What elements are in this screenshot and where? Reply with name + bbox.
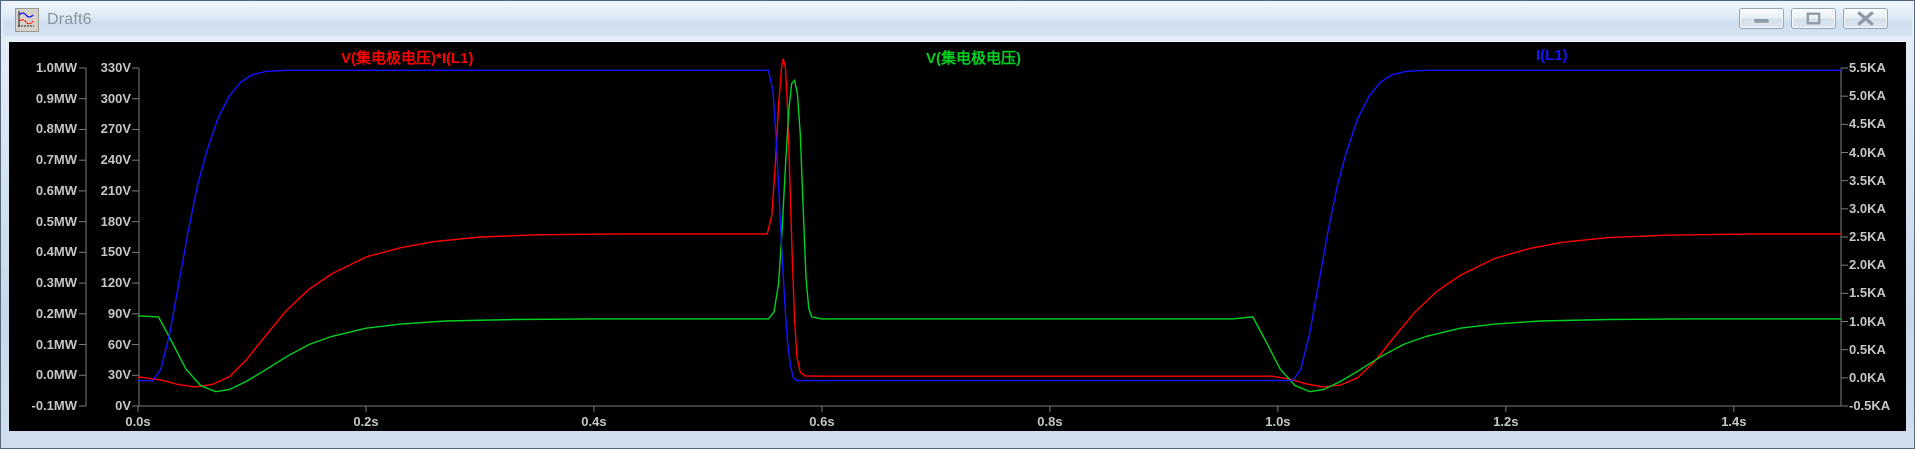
legend-voltage-trace[interactable]: V(集电极电压) — [926, 50, 1021, 67]
time-axis-label: 0.4s — [581, 414, 607, 429]
voltage-axis-label: 90V — [107, 305, 131, 321]
current-axis-label: 5.5KA — [1849, 60, 1886, 75]
power-axis-label: 0.3MW — [35, 275, 77, 291]
current-axis-label: 3.0KA — [1849, 200, 1886, 216]
voltage-axis-label: 150V — [100, 244, 131, 260]
power-axis-label: 0.8MW — [35, 121, 77, 137]
voltage-axis-label: 300V — [100, 90, 131, 106]
current-axis-label: 2.5KA — [1849, 229, 1886, 244]
title-bar[interactable]: Draft6 — [3, 3, 1912, 36]
power-axis-label: 0.5MW — [35, 213, 77, 229]
waveform-pane[interactable]: V(集电极电压)*I(L1) V(集电极电压) I(L1) 1.0MW 330V 0… — [9, 41, 1906, 431]
time-axis-label: 0.0s — [125, 414, 151, 429]
voltage-axis-label: 240V — [100, 152, 131, 168]
current-axis-label: 4.5KA — [1849, 116, 1886, 132]
current-axis-label: 4.0KA — [1849, 144, 1886, 160]
trace-voltage — [137, 78, 1841, 393]
current-axis-label: 3.5KA — [1849, 172, 1886, 188]
legend-current-trace[interactable]: I(L1) — [1536, 47, 1568, 64]
maximize-button[interactable] — [1791, 8, 1836, 29]
voltage-axis-label: 120V — [100, 275, 131, 291]
power-axis-label: 0.2MW — [35, 305, 77, 321]
voltage-axis-label: 270V — [100, 121, 131, 137]
power-axis-label: 0.7MW — [35, 152, 77, 168]
current-axis-label: 1.5KA — [1849, 285, 1886, 301]
voltage-axis-label: 30V — [107, 367, 131, 383]
time-axis-label: 1.4s — [1721, 414, 1747, 429]
voltage-axis-label: 60V — [107, 336, 131, 352]
trace-power — [137, 58, 1841, 388]
power-axis-label: 0.4MW — [35, 244, 77, 260]
current-axis-label: 0.0KA — [1849, 369, 1886, 385]
minimize-button[interactable] — [1739, 8, 1784, 29]
time-axis-label: 1.0s — [1265, 414, 1291, 429]
minimize-icon — [1754, 18, 1769, 23]
plot-svg — [79, 58, 1848, 412]
current-axis-label: 0.5KA — [1849, 341, 1886, 357]
waveform-plot-icon[interactable] — [15, 7, 39, 32]
voltage-axis-label: 330V — [100, 60, 131, 75]
trace-current — [138, 69, 1841, 382]
current-axis-label: 5.0KA — [1849, 88, 1886, 104]
power-axis-label: 1.0MW — [35, 60, 77, 75]
voltage-axis-label: 210V — [100, 182, 131, 198]
power-axis-label: 0.9MW — [35, 90, 77, 106]
close-icon — [1857, 11, 1874, 26]
voltage-axis-label: 0V — [115, 398, 131, 413]
window-title: Draft6 — [47, 10, 92, 28]
legend-power-trace[interactable]: V(集电极电压)*I(L1) — [341, 50, 474, 67]
close-button[interactable] — [1843, 8, 1888, 29]
power-axis-label: 0.6MW — [35, 182, 77, 198]
time-axis-label: 0.2s — [353, 414, 379, 429]
time-axis-label: 0.8s — [1037, 414, 1063, 429]
time-axis-label: 0.6s — [809, 414, 835, 429]
current-axis-label: 1.0KA — [1849, 313, 1886, 329]
voltage-axis-label: 180V — [100, 213, 131, 229]
power-axis-label: -0.1MW — [31, 398, 78, 413]
current-axis-label: -0.5KA — [1849, 398, 1891, 413]
time-axis-label: 1.2s — [1493, 414, 1519, 429]
power-axis-label: 0.1MW — [35, 336, 77, 352]
power-axis-label: 0.0MW — [35, 367, 77, 383]
current-axis-label: 2.0KA — [1849, 257, 1886, 273]
maximize-icon — [1806, 12, 1821, 25]
window-controls — [1739, 8, 1888, 29]
waveform-plot-icon-art — [16, 8, 36, 29]
